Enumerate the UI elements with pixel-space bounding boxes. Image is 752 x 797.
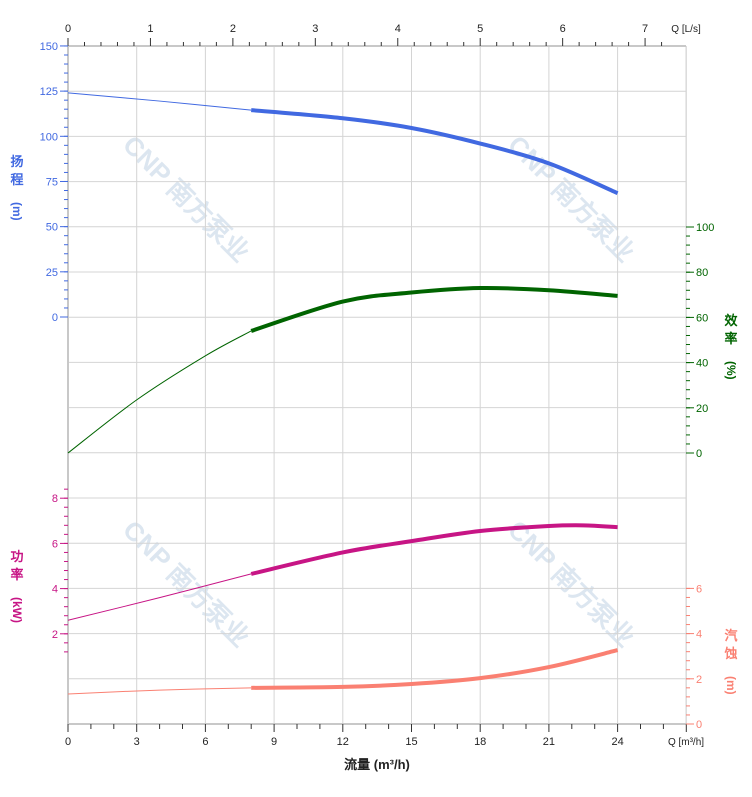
efficiency-axis-unit: (%)	[724, 361, 738, 380]
head-tick-label: 125	[40, 86, 58, 98]
efficiency-tick-label: 20	[696, 403, 708, 415]
power-tick-label: 8	[52, 493, 58, 505]
x-top-tick-label: 1	[147, 23, 153, 35]
x-top-tick-label: 2	[230, 23, 236, 35]
x-top-tick-label: 6	[560, 23, 566, 35]
npsh-curve-extended	[67, 687, 252, 695]
efficiency-tick-label: 60	[696, 312, 708, 324]
npsh-tick-label: 4	[696, 629, 702, 641]
head-tick-label: 150	[40, 41, 58, 53]
efficiency-curve-extended	[67, 330, 252, 454]
npsh-axis-title-1: 汽	[724, 628, 737, 643]
head-axis-unit: (m)	[10, 202, 24, 221]
npsh-axis-title-2: 蚀	[723, 646, 737, 661]
npsh-tick-label: 0	[696, 719, 702, 731]
head-axis-title-1: 扬	[10, 154, 23, 169]
x-tick-label: 15	[405, 736, 417, 748]
efficiency-curve-operating	[250, 285, 618, 333]
head-tick-label: 0	[52, 312, 58, 324]
head-tick-label: 100	[40, 131, 58, 143]
power-axis-unit: (kW)	[10, 597, 24, 623]
efficiency-axis-title-1: 效	[724, 313, 738, 328]
x-unit-label: Q [m³/h]	[668, 737, 704, 748]
power-tick-label: 4	[52, 584, 58, 596]
head-axis-title-2: 程	[10, 172, 23, 187]
x-axis-title: 流量 (m³/h)	[344, 757, 410, 772]
watermark-logo: CNP 南方泵业	[117, 514, 255, 652]
efficiency-tick-label: 0	[696, 448, 702, 460]
power-tick-label: 6	[52, 538, 58, 550]
x-tick-label: 21	[543, 736, 555, 748]
npsh-curve-operating	[251, 648, 619, 690]
efficiency-tick-label: 40	[696, 358, 708, 370]
x-top-unit-label: Q [L/s]	[671, 24, 701, 35]
power-curve-operating	[250, 523, 618, 576]
efficiency-tick-label: 100	[696, 222, 714, 234]
x-tick-label: 18	[474, 736, 486, 748]
x-top-tick-label: 0	[65, 23, 71, 35]
npsh-tick-label: 6	[696, 583, 702, 595]
head-curve-operating	[251, 108, 619, 196]
head-tick-label: 75	[46, 176, 58, 188]
x-top-tick-label: 4	[395, 23, 401, 35]
x-tick-label: 9	[271, 736, 277, 748]
power-axis-title-1: 功	[10, 549, 23, 564]
x-tick-label: 6	[202, 736, 208, 748]
power-axis-title-2: 率	[10, 567, 23, 582]
power-curve-extended	[67, 573, 252, 621]
npsh-axis-unit: (m)	[724, 676, 738, 695]
x-top-tick-label: 3	[312, 23, 318, 35]
efficiency-tick-label: 80	[696, 267, 708, 279]
x-tick-label: 3	[134, 736, 140, 748]
head-curve-extended	[67, 92, 252, 111]
efficiency-axis-title-2: 率	[724, 331, 737, 346]
x-tick-label: 12	[337, 736, 349, 748]
power-tick-label: 2	[52, 629, 58, 641]
x-tick-label: 0	[65, 736, 71, 748]
watermark-logo: CNP 南方泵业	[117, 129, 255, 267]
watermark-logo: CNP 南方泵业	[502, 514, 640, 652]
x-top-tick-label: 7	[642, 23, 648, 35]
x-tick-label: 24	[611, 736, 623, 748]
head-tick-label: 25	[46, 267, 58, 279]
x-top-tick-label: 5	[477, 23, 483, 35]
watermark-logo: CNP 南方泵业	[502, 129, 640, 267]
head-tick-label: 50	[46, 222, 58, 234]
npsh-tick-label: 2	[696, 674, 702, 686]
